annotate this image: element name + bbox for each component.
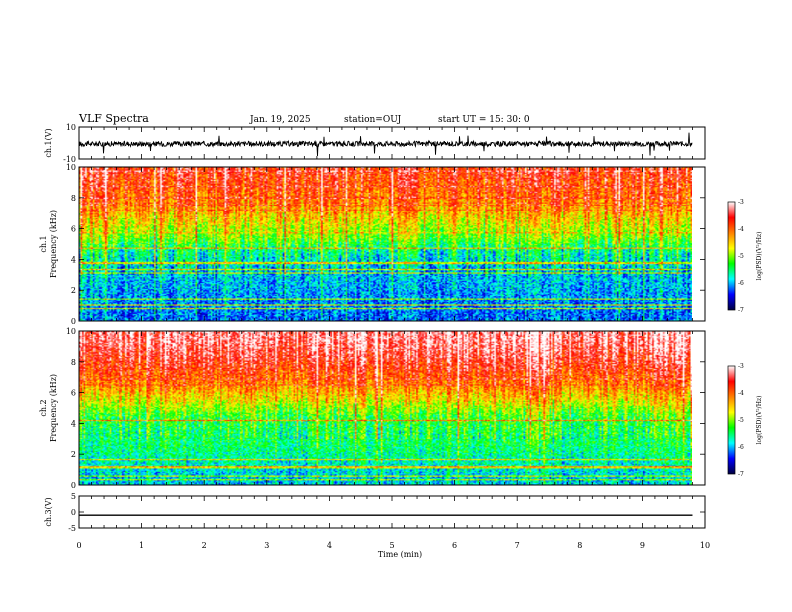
ch2-colorbar-tick-label: -4 — [738, 390, 744, 397]
figure-title: VLF Spectra — [78, 112, 149, 125]
ch2-spectrogram-ytick-label: 4 — [71, 419, 76, 428]
ch2-frequency-ylabel: Frequency (kHz) — [49, 374, 58, 442]
ch2-spectrogram-ytick-label: 10 — [66, 327, 76, 336]
ch2-colorbar-tick-label: -5 — [738, 417, 744, 424]
x-tick-label: 7 — [515, 541, 520, 550]
x-tick-label: 8 — [577, 541, 582, 550]
x-axis-label: Time (min) — [378, 550, 422, 559]
ch2-colorbar-tick-label: -6 — [738, 444, 744, 451]
x-tick-label: 5 — [389, 541, 394, 550]
ch1-colorbar-label: log(PSD)(V²/Hz) — [756, 232, 763, 281]
x-tick-label: 2 — [202, 541, 207, 550]
ch1-colorbar: log(PSD)(V²/Hz) — [727, 201, 763, 311]
ch1-channel-label: ch.1 — [39, 235, 48, 252]
ch2-spectrogram-ytick-label: 0 — [71, 481, 76, 490]
ch3-waveform-ytick-label: 0 — [71, 508, 76, 517]
ch1-spectrogram-image — [79, 167, 692, 321]
x-tick-label: 6 — [452, 541, 457, 550]
ch2-colorbar-gradient — [727, 365, 736, 475]
ch1-spectrogram-ytick-label: 4 — [71, 255, 76, 264]
ch1-waveform-ytick-label: -10 — [63, 155, 76, 164]
date-label: Jan. 19, 2025 — [249, 115, 311, 125]
ch1-colorbar-tick-label: -5 — [738, 253, 744, 260]
ch1-spectrogram-ytick-label: 6 — [71, 225, 76, 234]
ch1-spectrogram-panel: 0 2 4 6 8 10 — [66, 163, 706, 326]
ch1-spectrogram-ytick-label: 2 — [71, 286, 76, 295]
x-tick-label: 10 — [700, 541, 710, 550]
x-tick-label: 3 — [264, 541, 269, 550]
ch3-waveform-ylabel: ch.3(V) — [44, 497, 53, 526]
ch1-spectrogram-ytick-label: 8 — [71, 194, 76, 203]
x-tick-label: 0 — [76, 541, 81, 550]
ch3-waveform-panel: 5 0 -5 — [68, 492, 706, 533]
ch2-colorbar-tick-label: -3 — [738, 363, 744, 370]
station-label: station=OUJ — [344, 115, 402, 125]
ch1-spectrogram-ytick-label: 10 — [66, 163, 76, 172]
ch2-channel-label: ch.2 — [39, 399, 48, 416]
ch2-spectrogram-ytick-label: 8 — [71, 358, 76, 367]
ch2-colorbar: log(PSD)(V²/Hz) — [727, 365, 763, 475]
ch1-waveform-trace — [78, 132, 693, 157]
ch1-waveform-panel: 10 -10 — [63, 123, 706, 164]
start-time-label: start UT = 15: 30: 0 — [438, 115, 530, 125]
ch1-waveform-ylabel: ch.1(V) — [44, 128, 53, 157]
x-tick-label: 4 — [327, 541, 332, 550]
ch1-waveform-ytick-label: 10 — [66, 123, 76, 132]
ch2-colorbar-tick-label: -7 — [738, 471, 744, 478]
ch1-colorbar-tick-label: -6 — [738, 280, 744, 287]
ch1-frequency-ylabel: Frequency (kHz) — [49, 210, 58, 278]
ch2-colorbar-label: log(PSD)(V²/Hz) — [756, 396, 763, 445]
ch2-spectrogram-panel: 0 2 4 6 8 10 — [66, 327, 706, 490]
ch1-colorbar-tick-label: -4 — [738, 226, 744, 233]
ch3-waveform-ytick-label: -5 — [68, 524, 76, 533]
ch2-spectrogram-ytick-label: 6 — [71, 389, 76, 398]
x-tick-label: 9 — [640, 541, 645, 550]
x-tick-label: 1 — [139, 541, 144, 550]
ch1-colorbar-tick-label: -7 — [738, 307, 744, 314]
ch2-spectrogram-ytick-label: 2 — [71, 450, 76, 459]
ch3-waveform-ytick-label: 5 — [71, 492, 76, 501]
ch2-spectrogram-image — [79, 331, 692, 485]
ch1-colorbar-gradient — [727, 201, 736, 311]
ch1-spectrogram-ytick-label: 0 — [71, 317, 76, 326]
ch1-colorbar-tick-label: -3 — [738, 199, 744, 206]
